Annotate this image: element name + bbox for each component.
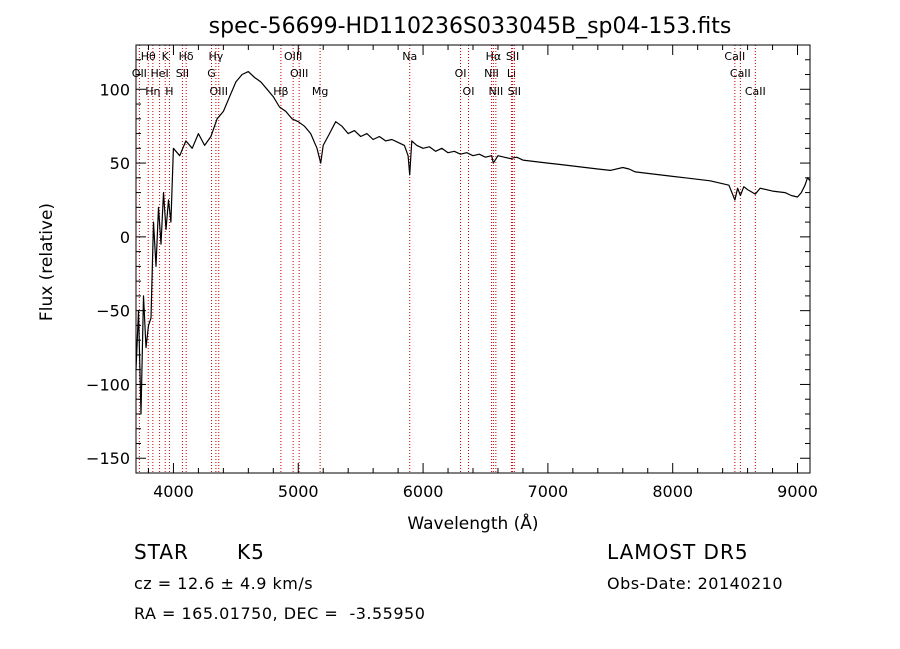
line-marker-label: OIII [210,85,228,98]
line-marker-label: OIII [284,50,302,63]
y-tick-label: −100 [86,375,130,394]
spectrum-line [135,70,811,415]
line-marker-label: Na [402,50,417,63]
ra-dec-readout: RA = 165.01750, DEC = -3.55950 [134,604,426,623]
y-tick-label: −150 [86,449,130,468]
line-marker-label: G [207,67,216,80]
x-tick-label: 7000 [528,482,569,501]
line-marker-label: Hβ [273,85,288,98]
x-tick-label: 4000 [153,482,194,501]
x-tick-label: 9000 [777,482,818,501]
line-marker-label: H [165,85,173,98]
line-marker-label: Hγ [208,50,223,63]
y-axis: −150 −100 −50 0 50 100 [86,59,810,468]
line-marker-label: SII [176,67,189,80]
line-marker-label: NII [488,85,503,98]
y-tick-label: −50 [96,302,130,321]
line-marker-label: CaII [730,67,751,80]
line-marker-label: CaII [745,85,766,98]
x-axis: 4000 5000 6000 7000 8000 9000 [147,45,818,501]
line-marker-label: Hη [145,85,160,98]
x-tick-label: 6000 [403,482,444,501]
x-axis-label: Wavelength (Å) [407,512,538,534]
spectrum-series [135,70,811,415]
y-tick-label: 0 [120,228,130,247]
line-marker-label: Hθ [141,50,156,63]
object-class: STAR [134,540,189,564]
line-marker-label: CaII [724,50,745,63]
line-marker-label: OIII [290,67,308,80]
obs-date: Obs-Date: 20140210 [607,574,784,593]
plot-frame [135,44,811,474]
line-marker-label: OI [463,85,475,98]
line-marker-label: OII [132,67,147,80]
x-tick-label: 5000 [278,482,319,501]
line-marker-label: OI [455,67,467,80]
line-marker-label: NII [484,67,499,80]
object-subclass: K5 [237,540,265,564]
survey-label: LAMOST DR5 [607,540,749,564]
line-marker-label: Hδ [179,50,194,63]
line-marker-label: K [162,50,170,63]
line-marker-label: HeI [150,67,168,80]
line-marker-label: Hα [486,50,502,63]
line-marker-label: SII [508,85,521,98]
x-tick-label: 8000 [652,482,693,501]
y-tick-label: 100 [99,80,130,99]
y-axis-label: Flux (relative) [37,203,57,321]
emission-line-markers: HθOIIHηKHeIHHδSIIOIIIHγGHβOIIIOIIIMgNaOI… [132,45,766,473]
line-marker-label: SII [506,50,519,63]
redshift-readout: cz = 12.6 ± 4.9 km/s [134,574,314,593]
chart-title: spec-56699-HD110236S033045B_sp04-153.fit… [209,14,732,39]
y-tick-label: 50 [110,154,130,173]
line-marker-label: Mg [312,85,328,98]
line-marker-label: Li [507,67,516,80]
